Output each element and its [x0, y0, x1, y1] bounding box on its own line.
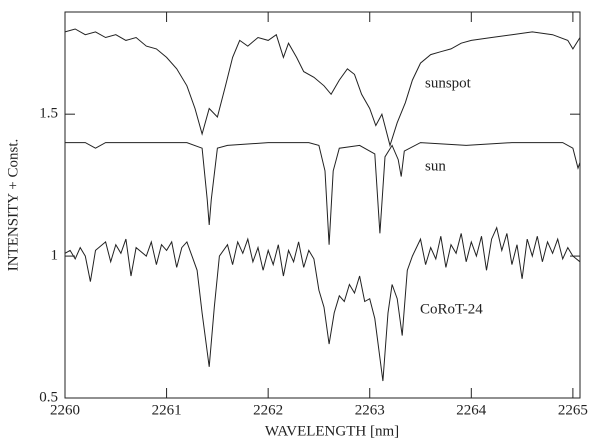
- y-tick-label: 1.5: [39, 106, 58, 122]
- x-tick-label: 2260: [50, 402, 80, 418]
- plot-frame: [64, 11, 581, 399]
- x-tick-label: 2263: [355, 402, 385, 418]
- x-tick-label: 2261: [152, 402, 182, 418]
- x-tick-label: 2265: [558, 402, 588, 418]
- y-axis-label: INTENSITY + Const.: [5, 139, 21, 271]
- series-label: sunspot: [425, 75, 472, 91]
- x-tick-label: 2264: [456, 402, 487, 418]
- spectrum-line: [65, 142, 581, 245]
- x-axis-label: WAVELENGTH [nm]: [265, 423, 399, 439]
- series-label: CoRoT-24: [420, 301, 483, 317]
- y-tick-label: 0.5: [39, 389, 58, 405]
- spectrum-line: [64, 226, 581, 382]
- x-tick-label: 2262: [253, 402, 283, 418]
- series-label: sun: [425, 158, 446, 174]
- spectrum-line: [64, 28, 581, 148]
- y-tick-label: 1: [51, 248, 59, 264]
